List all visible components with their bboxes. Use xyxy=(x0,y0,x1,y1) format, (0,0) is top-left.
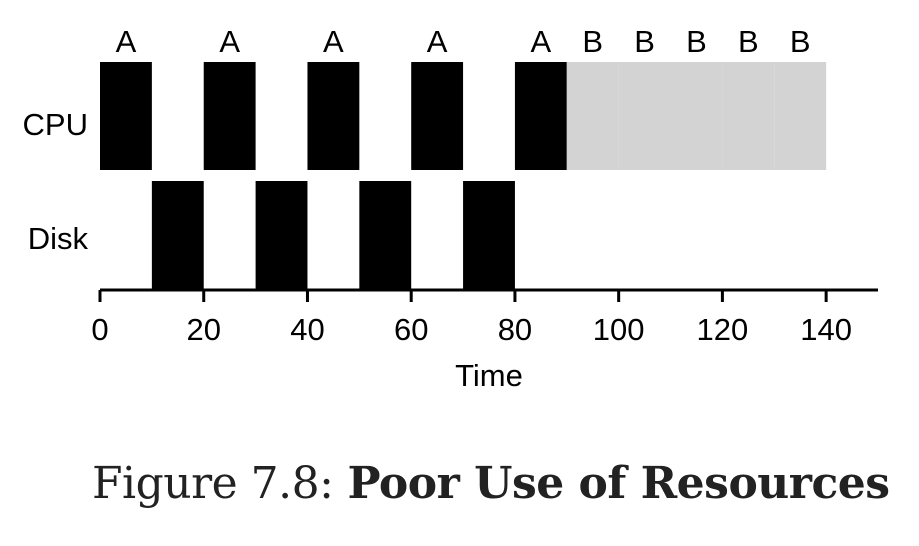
segment-disk-a-13 xyxy=(463,181,515,290)
x-axis: 0 20 40 60 80 100 120 140 xyxy=(91,288,878,347)
segment-cpu-b-8 xyxy=(722,62,775,170)
figure-caption: Figure 7.8: Poor Use of Resources xyxy=(92,458,890,509)
segment-label-3: A xyxy=(427,24,448,59)
segment-cpu-a-0 xyxy=(100,62,152,170)
segment-label-4: A xyxy=(531,24,552,59)
row-label-disk: Disk xyxy=(28,221,89,256)
x-tick-label-60: 60 xyxy=(394,312,428,347)
segment-label-9: B xyxy=(790,24,811,59)
segment-disk-a-10 xyxy=(151,181,204,290)
segment-disk-a-11 xyxy=(255,181,308,290)
segment-cpu-a-2 xyxy=(307,62,360,170)
row-label-cpu: CPU xyxy=(23,107,88,142)
segment-cpu-a-4 xyxy=(514,62,567,170)
segment-label-1: A xyxy=(219,24,240,59)
segment-cpu-a-1 xyxy=(203,62,256,170)
segment-label-2: A xyxy=(323,24,344,59)
segment-cpu-b-9 xyxy=(774,62,827,170)
segment-disk-a-12 xyxy=(359,181,412,290)
segment-cpu-b-7 xyxy=(670,62,723,170)
row-labels-layer: CPU Disk xyxy=(23,107,89,256)
x-axis-label: Time xyxy=(455,358,523,393)
segment-cpu-b-6 xyxy=(618,62,671,170)
x-tick-label-100: 100 xyxy=(593,312,645,347)
x-tick-label-40: 40 xyxy=(290,312,324,347)
segment-label-5: B xyxy=(582,24,603,59)
x-tick-label-120: 120 xyxy=(697,312,749,347)
segment-cpu-a-3 xyxy=(411,62,464,170)
caption-label: Figure 7.8: xyxy=(92,458,334,509)
segment-label-8: B xyxy=(738,24,759,59)
x-tick-label-80: 80 xyxy=(498,312,532,347)
segment-cpu-b-5 xyxy=(566,62,619,170)
x-tick-label-20: 20 xyxy=(186,312,220,347)
segment-label-0: A xyxy=(116,24,137,59)
x-tick-label-0: 0 xyxy=(91,312,108,347)
x-tick-label-140: 140 xyxy=(800,312,852,347)
segment-label-7: B xyxy=(686,24,707,59)
segment-label-6: B xyxy=(634,24,655,59)
caption-title: Poor Use of Resources xyxy=(347,458,890,509)
segments-layer xyxy=(100,62,827,290)
